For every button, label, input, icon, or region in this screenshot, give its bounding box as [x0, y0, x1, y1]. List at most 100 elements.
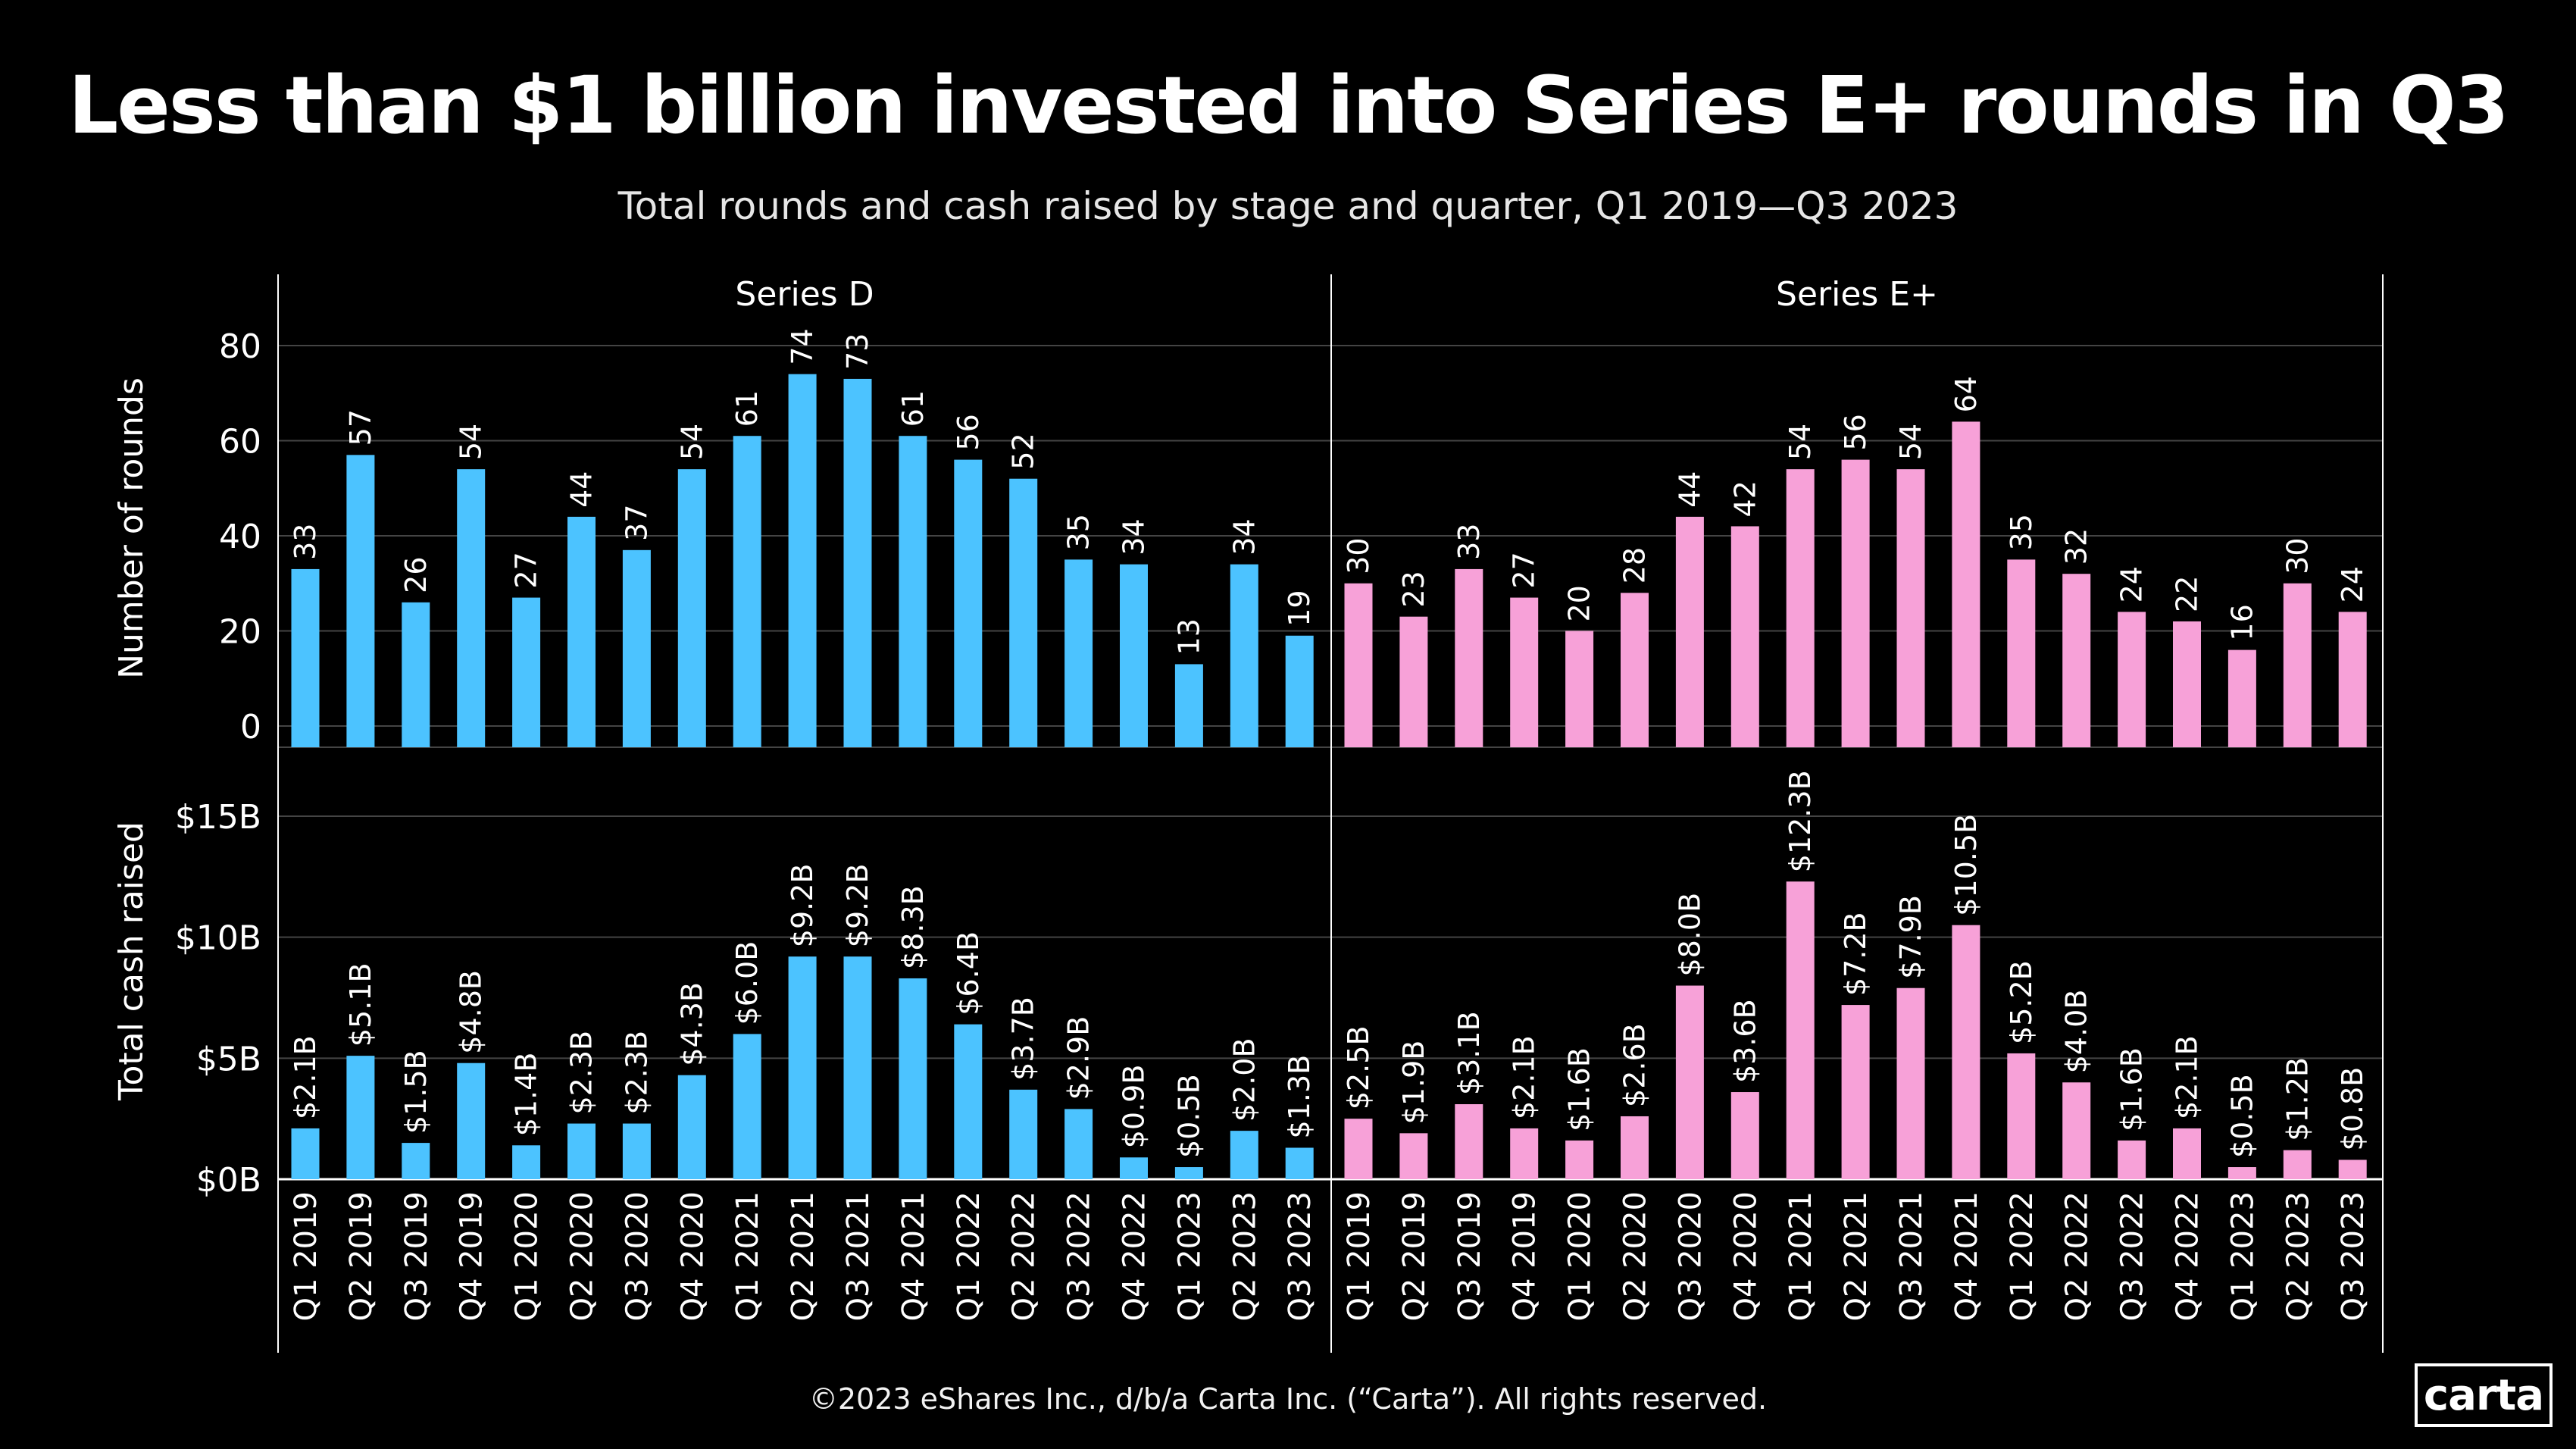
rounds-bar — [2118, 612, 2146, 747]
rounds-bar — [1174, 664, 1203, 747]
x-tick-label: Q1 2022 — [952, 1191, 986, 1321]
cash-bar — [1730, 1092, 1759, 1179]
rounds-bar — [1730, 526, 1759, 747]
cash-bar — [1952, 925, 1980, 1179]
rounds-bar — [1675, 516, 1704, 747]
cash-bar — [1675, 985, 1704, 1179]
cash-bar — [1786, 881, 1815, 1179]
rounds-bar — [788, 374, 817, 747]
rounds-bar — [1344, 583, 1373, 747]
rounds-data-label: 57 — [344, 409, 377, 446]
cash-data-label: $1.5B — [399, 1050, 433, 1134]
rounds-bar — [677, 469, 706, 747]
x-tick-label: Q2 2023 — [1227, 1191, 1262, 1321]
rounds-data-label: 54 — [675, 424, 708, 460]
cash-data-label: $6.0B — [730, 941, 764, 1025]
x-tick-label: Q2 2020 — [1618, 1191, 1653, 1321]
rounds-bar — [899, 436, 927, 747]
x-tick-label: Q3 2020 — [620, 1191, 655, 1321]
cash-bar — [954, 1024, 983, 1179]
cash-bar — [1230, 1131, 1258, 1179]
rounds-bar — [512, 597, 541, 747]
cash-bar — [622, 1123, 651, 1179]
rounds-bar — [2173, 621, 2201, 747]
rounds-bar — [843, 378, 872, 747]
cash-data-label: $7.9B — [1894, 895, 1927, 979]
cash-data-label: $9.2B — [786, 864, 819, 948]
rounds-data-label: 27 — [1508, 552, 1541, 588]
cash-data-label: $7.2B — [1839, 912, 1872, 996]
cash-data-label: $0.9B — [1118, 1065, 1151, 1149]
y-tick-label-rounds: 60 — [219, 423, 261, 462]
cash-data-label: $2.3B — [620, 1031, 653, 1115]
cash-bar — [2283, 1150, 2312, 1179]
x-tick-label: Q4 2019 — [455, 1191, 489, 1321]
x-tick-label: Q1 2023 — [1172, 1191, 1207, 1321]
cash-bar — [1399, 1133, 1428, 1179]
rounds-data-label: 24 — [2115, 566, 2149, 602]
rounds-bar — [1230, 564, 1258, 747]
cash-data-label: $9.2B — [841, 864, 874, 948]
rounds-data-label: 56 — [1839, 414, 1872, 450]
rounds-bar — [733, 436, 761, 747]
x-tick-label: Q1 2021 — [1784, 1191, 1818, 1321]
rounds-data-label: 23 — [1397, 571, 1430, 607]
cash-data-label: $2.1B — [1508, 1035, 1541, 1119]
cash-data-label: $5.1B — [344, 962, 377, 1047]
rounds-bar — [1120, 564, 1148, 747]
cash-bar — [677, 1075, 706, 1179]
rounds-bar — [2062, 574, 2091, 747]
x-tick-label: Q2 2023 — [2281, 1191, 2315, 1321]
cash-data-label: $0.5B — [1172, 1074, 1205, 1158]
rounds-data-label: 35 — [1062, 514, 1096, 550]
rounds-data-label: 32 — [2060, 528, 2093, 565]
rounds-bar — [1399, 616, 1428, 747]
x-tick-label: Q1 2020 — [510, 1191, 545, 1321]
y-axis-title-cash: Total cash raised — [112, 822, 151, 1101]
cash-data-label: $10.5B — [1949, 814, 1983, 916]
cash-bar — [2227, 1167, 2256, 1179]
cash-bar — [1565, 1140, 1594, 1179]
rounds-data-label: 26 — [399, 556, 433, 593]
cash-data-label: $12.3B — [1784, 770, 1817, 872]
x-tick-label: Q3 2019 — [1452, 1191, 1487, 1321]
cash-bar — [1174, 1167, 1203, 1179]
rounds-bar — [1510, 597, 1539, 747]
cash-bar — [2007, 1053, 2036, 1179]
x-tick-label: Q4 2021 — [896, 1191, 931, 1321]
cash-data-label: $6.4B — [952, 931, 985, 1016]
cash-bar — [1510, 1128, 1539, 1179]
y-tick-label-cash: $15B — [175, 798, 261, 837]
x-tick-label: Q3 2022 — [1062, 1191, 1097, 1321]
rounds-data-label: 74 — [786, 328, 819, 365]
rounds-data-label: 19 — [1283, 590, 1316, 626]
cash-bar — [1455, 1104, 1483, 1179]
cash-data-label: $3.6B — [1728, 999, 1762, 1083]
rounds-bar — [1285, 635, 1314, 747]
rounds-bar — [1621, 593, 1649, 747]
cash-data-label: $5.2B — [2005, 960, 2038, 1044]
rounds-data-label: 35 — [2005, 514, 2038, 550]
carta-logo: carta — [2415, 1363, 2553, 1427]
rounds-bar — [1565, 631, 1594, 747]
rounds-bar — [567, 516, 596, 747]
cash-bar — [1120, 1157, 1148, 1179]
rounds-data-label: 54 — [455, 424, 488, 460]
x-tick-label: Q1 2019 — [1342, 1191, 1377, 1321]
cash-data-label: $1.9B — [1397, 1041, 1430, 1125]
rounds-bar — [954, 459, 983, 747]
chart-title: Less than $1 billion invested into Serie… — [68, 59, 2509, 152]
rounds-bar — [2338, 612, 2367, 747]
cash-bar — [402, 1143, 430, 1179]
y-tick-label-rounds: 40 — [219, 518, 261, 556]
rounds-bar — [1064, 559, 1093, 747]
cash-bar — [512, 1145, 541, 1179]
y-tick-label-cash: $5B — [196, 1040, 261, 1078]
rounds-data-label: 13 — [1172, 618, 1205, 655]
x-tick-label: Q2 2020 — [565, 1191, 600, 1321]
rounds-data-label: 42 — [1728, 480, 1762, 517]
x-tick-label: Q4 2022 — [1118, 1191, 1152, 1321]
rounds-data-label: 22 — [2171, 576, 2204, 612]
cash-data-label: $0.8B — [2336, 1067, 2369, 1151]
rounds-bar — [622, 549, 651, 747]
